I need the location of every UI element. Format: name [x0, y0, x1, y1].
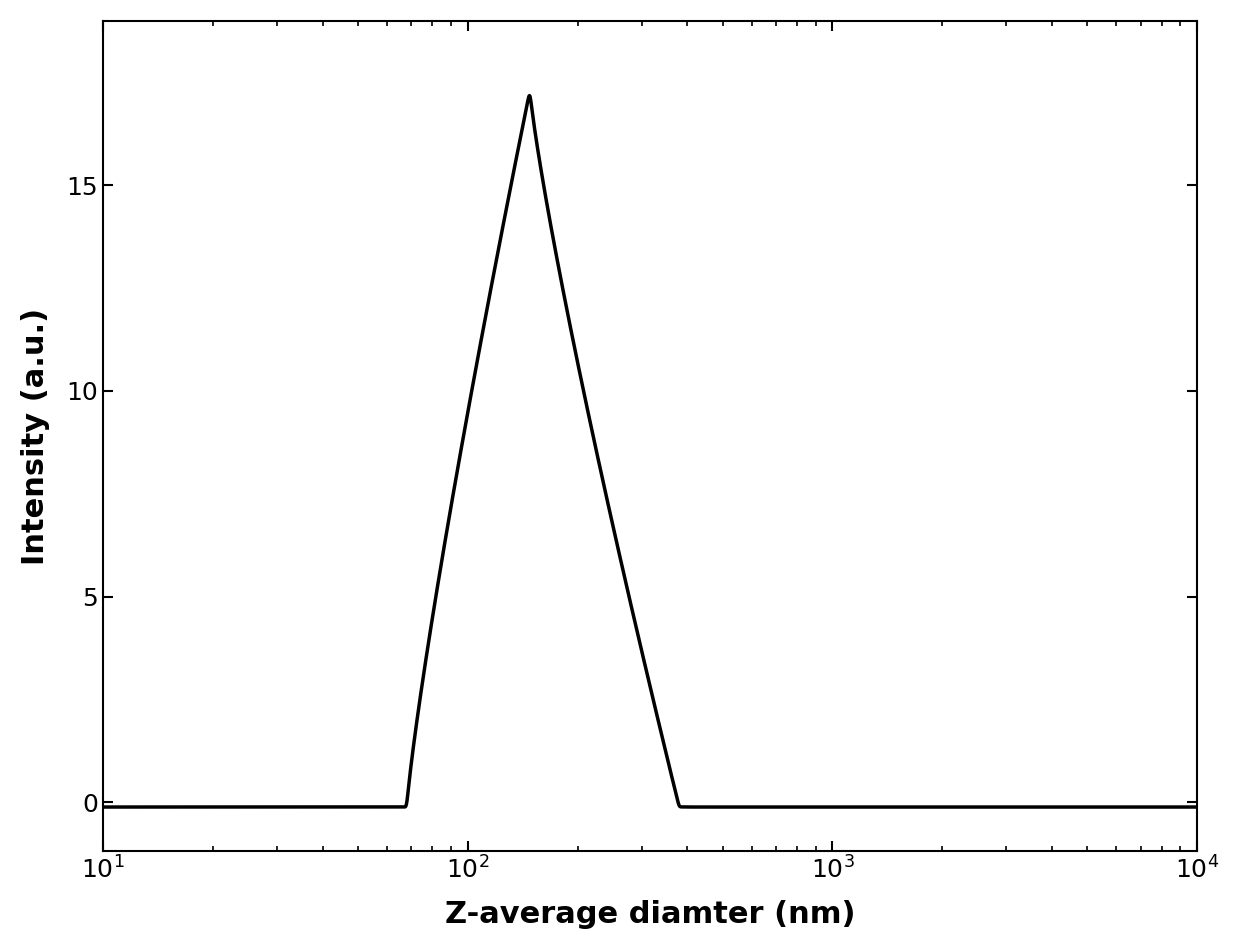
Y-axis label: Intensity (a.u.): Intensity (a.u.): [21, 308, 50, 564]
X-axis label: Z-average diamter (nm): Z-average diamter (nm): [445, 901, 856, 929]
